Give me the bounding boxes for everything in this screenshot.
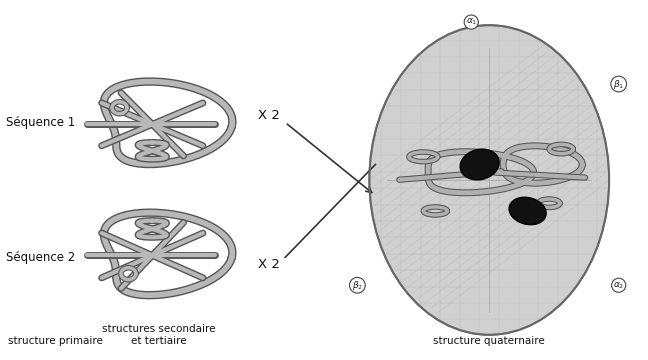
- Text: $\beta_1$: $\beta_1$: [613, 77, 624, 90]
- Text: X 2: X 2: [258, 258, 280, 271]
- Ellipse shape: [460, 149, 499, 180]
- Text: X 2: X 2: [258, 109, 280, 122]
- Ellipse shape: [369, 25, 609, 335]
- Text: structure primaire: structure primaire: [8, 336, 102, 346]
- Text: $\beta_2$: $\beta_2$: [352, 279, 363, 292]
- Text: $\alpha_1$: $\alpha_1$: [465, 17, 477, 27]
- Text: structures secondaire
et tertiaire: structures secondaire et tertiaire: [102, 324, 216, 346]
- Text: Séquence 1: Séquence 1: [6, 116, 76, 129]
- Text: Séquence 2: Séquence 2: [6, 251, 76, 264]
- Ellipse shape: [509, 197, 546, 225]
- Text: $\alpha_2$: $\alpha_2$: [613, 280, 625, 291]
- Text: structure quaternaire: structure quaternaire: [434, 336, 545, 346]
